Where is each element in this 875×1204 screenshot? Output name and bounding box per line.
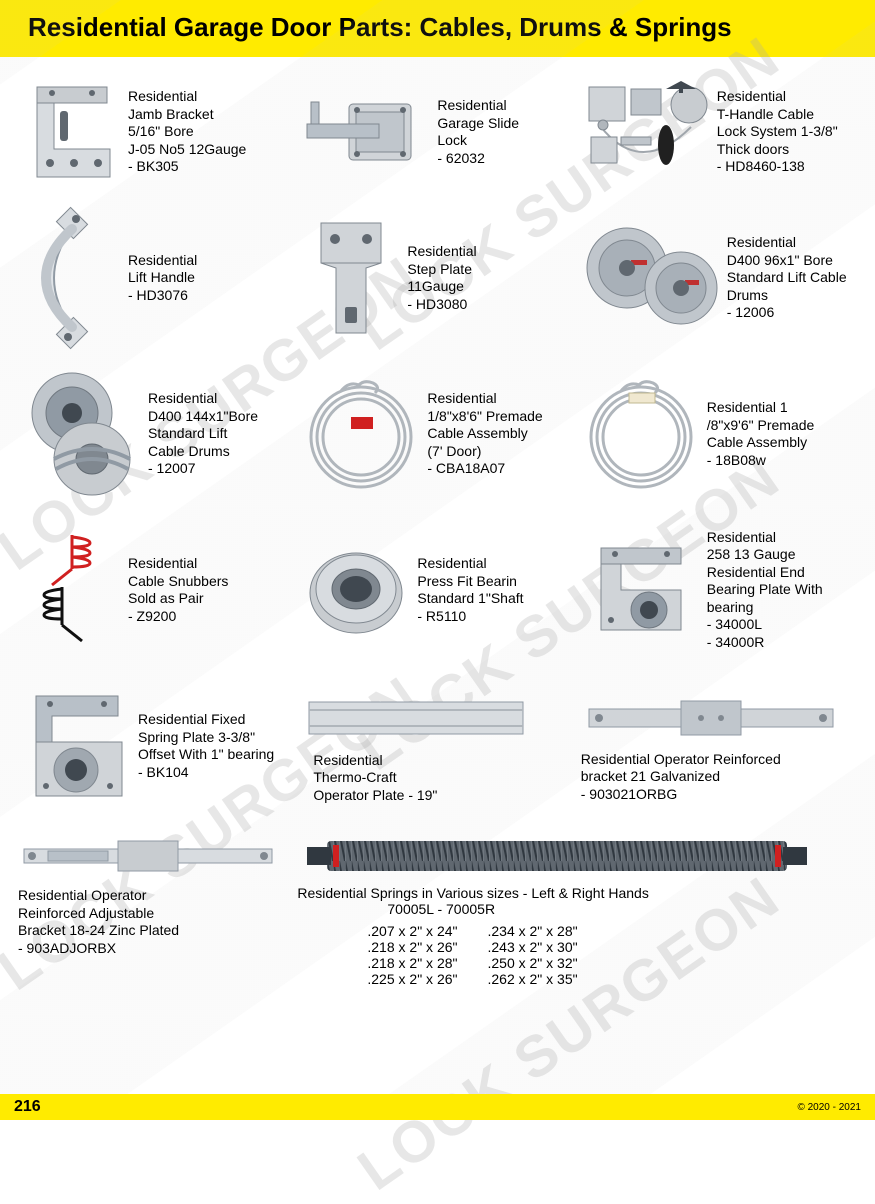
product-cell-drums-96: ResidentialD400 96x1" BoreStandard Lift … bbox=[577, 203, 856, 353]
adjustable-bracket-icon bbox=[18, 831, 278, 881]
product-row: ResidentialCable SnubbersSold as Pair- Z… bbox=[18, 515, 857, 665]
product-row: ResidentialJamb Bracket5/16" BoreJ-05 No… bbox=[18, 67, 857, 197]
spring-size: .218 x 2" x 28" bbox=[367, 955, 457, 971]
product-cell-snubbers: ResidentialCable SnubbersSold as Pair- Z… bbox=[18, 515, 297, 665]
cable-coil-icon bbox=[301, 369, 421, 499]
end-plate-icon bbox=[581, 530, 701, 650]
product-cell-cable-9ft: Residential 1/8"x9'6" PremadeCable Assem… bbox=[577, 359, 856, 509]
snubbers-icon bbox=[22, 525, 122, 655]
product-cell-reinforced-21: Residential Operator Reinforcedbracket 2… bbox=[577, 671, 856, 821]
spring-size: .250 x 2" x 32" bbox=[487, 955, 577, 971]
product-desc: ResidentialT-Handle CableLock System 1-3… bbox=[717, 88, 838, 176]
page-title: Residential Garage Door Parts: Cables, D… bbox=[28, 12, 847, 43]
product-desc: ResidentialD400 96x1" BoreStandard Lift … bbox=[727, 234, 847, 322]
product-desc: ResidentialD400 144x1"BoreStandard LiftC… bbox=[148, 390, 258, 478]
spring-plate-icon bbox=[22, 686, 132, 806]
product-cell-t-handle: ResidentialT-Handle CableLock System 1-3… bbox=[577, 67, 856, 197]
product-row: Residential FixedSpring Plate 3-3/8"Offs… bbox=[18, 671, 857, 821]
product-cell-jamb-bracket: ResidentialJamb Bracket5/16" BoreJ-05 No… bbox=[18, 67, 297, 197]
springs-col-right: .234 x 2" x 28" .243 x 2" x 30" .250 x 2… bbox=[487, 923, 577, 987]
slide-lock-icon bbox=[301, 82, 431, 182]
spring-size: .207 x 2" x 24" bbox=[367, 923, 457, 939]
product-cell-slide-lock: ResidentialGarage SlideLock- 62032 bbox=[297, 67, 576, 197]
product-cell-drums-144: ResidentialD400 144x1"BoreStandard LiftC… bbox=[18, 359, 297, 509]
torsion-spring-icon bbox=[297, 831, 817, 881]
springs-codes: 70005L - 70005R bbox=[297, 901, 856, 917]
springs-col-left: .207 x 2" x 24" .218 x 2" x 26" .218 x 2… bbox=[367, 923, 457, 987]
product-cell-springs: Residential Springs in Various sizes - L… bbox=[297, 831, 856, 1007]
product-desc: ResidentialGarage SlideLock- 62032 bbox=[437, 97, 519, 167]
product-desc: ResidentialStep Plate11Gauge- HD3080 bbox=[407, 243, 476, 313]
copyright: © 2020 - 2021 bbox=[797, 1102, 861, 1113]
spring-size: .262 x 2" x 35" bbox=[487, 971, 577, 987]
page-footer: 216 © 2020 - 2021 bbox=[0, 1094, 875, 1120]
product-row-bottom: Residential OperatorReinforced Adjustabl… bbox=[18, 827, 857, 1007]
spring-size: .243 x 2" x 30" bbox=[487, 939, 577, 955]
kit-icon bbox=[581, 77, 711, 187]
product-desc: ResidentialJamb Bracket5/16" BoreJ-05 No… bbox=[128, 88, 246, 176]
page-header: Residential Garage Door Parts: Cables, D… bbox=[0, 0, 875, 57]
handle-icon bbox=[22, 203, 122, 353]
product-desc: Residential1/8"x8'6" PremadeCable Assemb… bbox=[427, 390, 542, 478]
product-cell-spring-plate: Residential FixedSpring Plate 3-3/8"Offs… bbox=[18, 671, 297, 821]
product-row: ResidentialLift Handle- HD3076 Residenti… bbox=[18, 203, 857, 353]
product-cell-cable-7ft: Residential1/8"x8'6" PremadeCable Assemb… bbox=[297, 359, 576, 509]
bearing-icon bbox=[301, 535, 411, 645]
product-cell-end-plate: Residential258 13 GaugeResidential EndBe… bbox=[577, 515, 856, 665]
page-number: 216 bbox=[14, 1098, 41, 1116]
product-desc: ResidentialCable SnubbersSold as Pair- Z… bbox=[128, 555, 228, 625]
drums-icon bbox=[581, 218, 721, 338]
cable-coil-icon bbox=[581, 369, 701, 499]
product-desc: Residential258 13 GaugeResidential EndBe… bbox=[707, 529, 823, 652]
page-content: ResidentialJamb Bracket5/16" BoreJ-05 No… bbox=[0, 57, 875, 1057]
product-desc: ResidentialPress Fit BearinStandard 1"Sh… bbox=[417, 555, 523, 625]
spring-size: .225 x 2" x 26" bbox=[367, 971, 457, 987]
product-row: ResidentialD400 144x1"BoreStandard LiftC… bbox=[18, 359, 857, 509]
product-desc: Residential Operator Reinforcedbracket 2… bbox=[581, 751, 781, 804]
product-desc: Residential FixedSpring Plate 3-3/8"Offs… bbox=[138, 711, 274, 781]
product-desc: ResidentialLift Handle- HD3076 bbox=[128, 252, 197, 305]
reinforced-bracket-icon bbox=[581, 689, 841, 747]
bracket-angle-icon bbox=[22, 77, 122, 187]
product-desc: Residential 1/8"x9'6" PremadeCable Assem… bbox=[707, 399, 815, 469]
springs-title: Residential Springs in Various sizes - L… bbox=[297, 885, 856, 901]
product-cell-step-plate: ResidentialStep Plate11Gauge- HD3080 bbox=[297, 203, 576, 353]
product-desc: ResidentialThermo-CraftOperator Plate - … bbox=[301, 752, 437, 805]
drums-icon bbox=[22, 369, 142, 499]
spring-size: .234 x 2" x 28" bbox=[487, 923, 577, 939]
step-plate-icon bbox=[301, 213, 401, 343]
product-desc: Residential OperatorReinforced Adjustabl… bbox=[18, 887, 287, 957]
spring-size: .218 x 2" x 26" bbox=[367, 939, 457, 955]
product-cell-bearing: ResidentialPress Fit BearinStandard 1"Sh… bbox=[297, 515, 576, 665]
product-cell-adjustable-bracket: Residential OperatorReinforced Adjustabl… bbox=[18, 831, 297, 1007]
product-cell-lift-handle: ResidentialLift Handle- HD3076 bbox=[18, 203, 297, 353]
long-plate-icon bbox=[301, 688, 531, 748]
product-cell-thermo-plate: ResidentialThermo-CraftOperator Plate - … bbox=[297, 671, 576, 821]
springs-size-table: .207 x 2" x 24" .218 x 2" x 26" .218 x 2… bbox=[297, 923, 856, 987]
